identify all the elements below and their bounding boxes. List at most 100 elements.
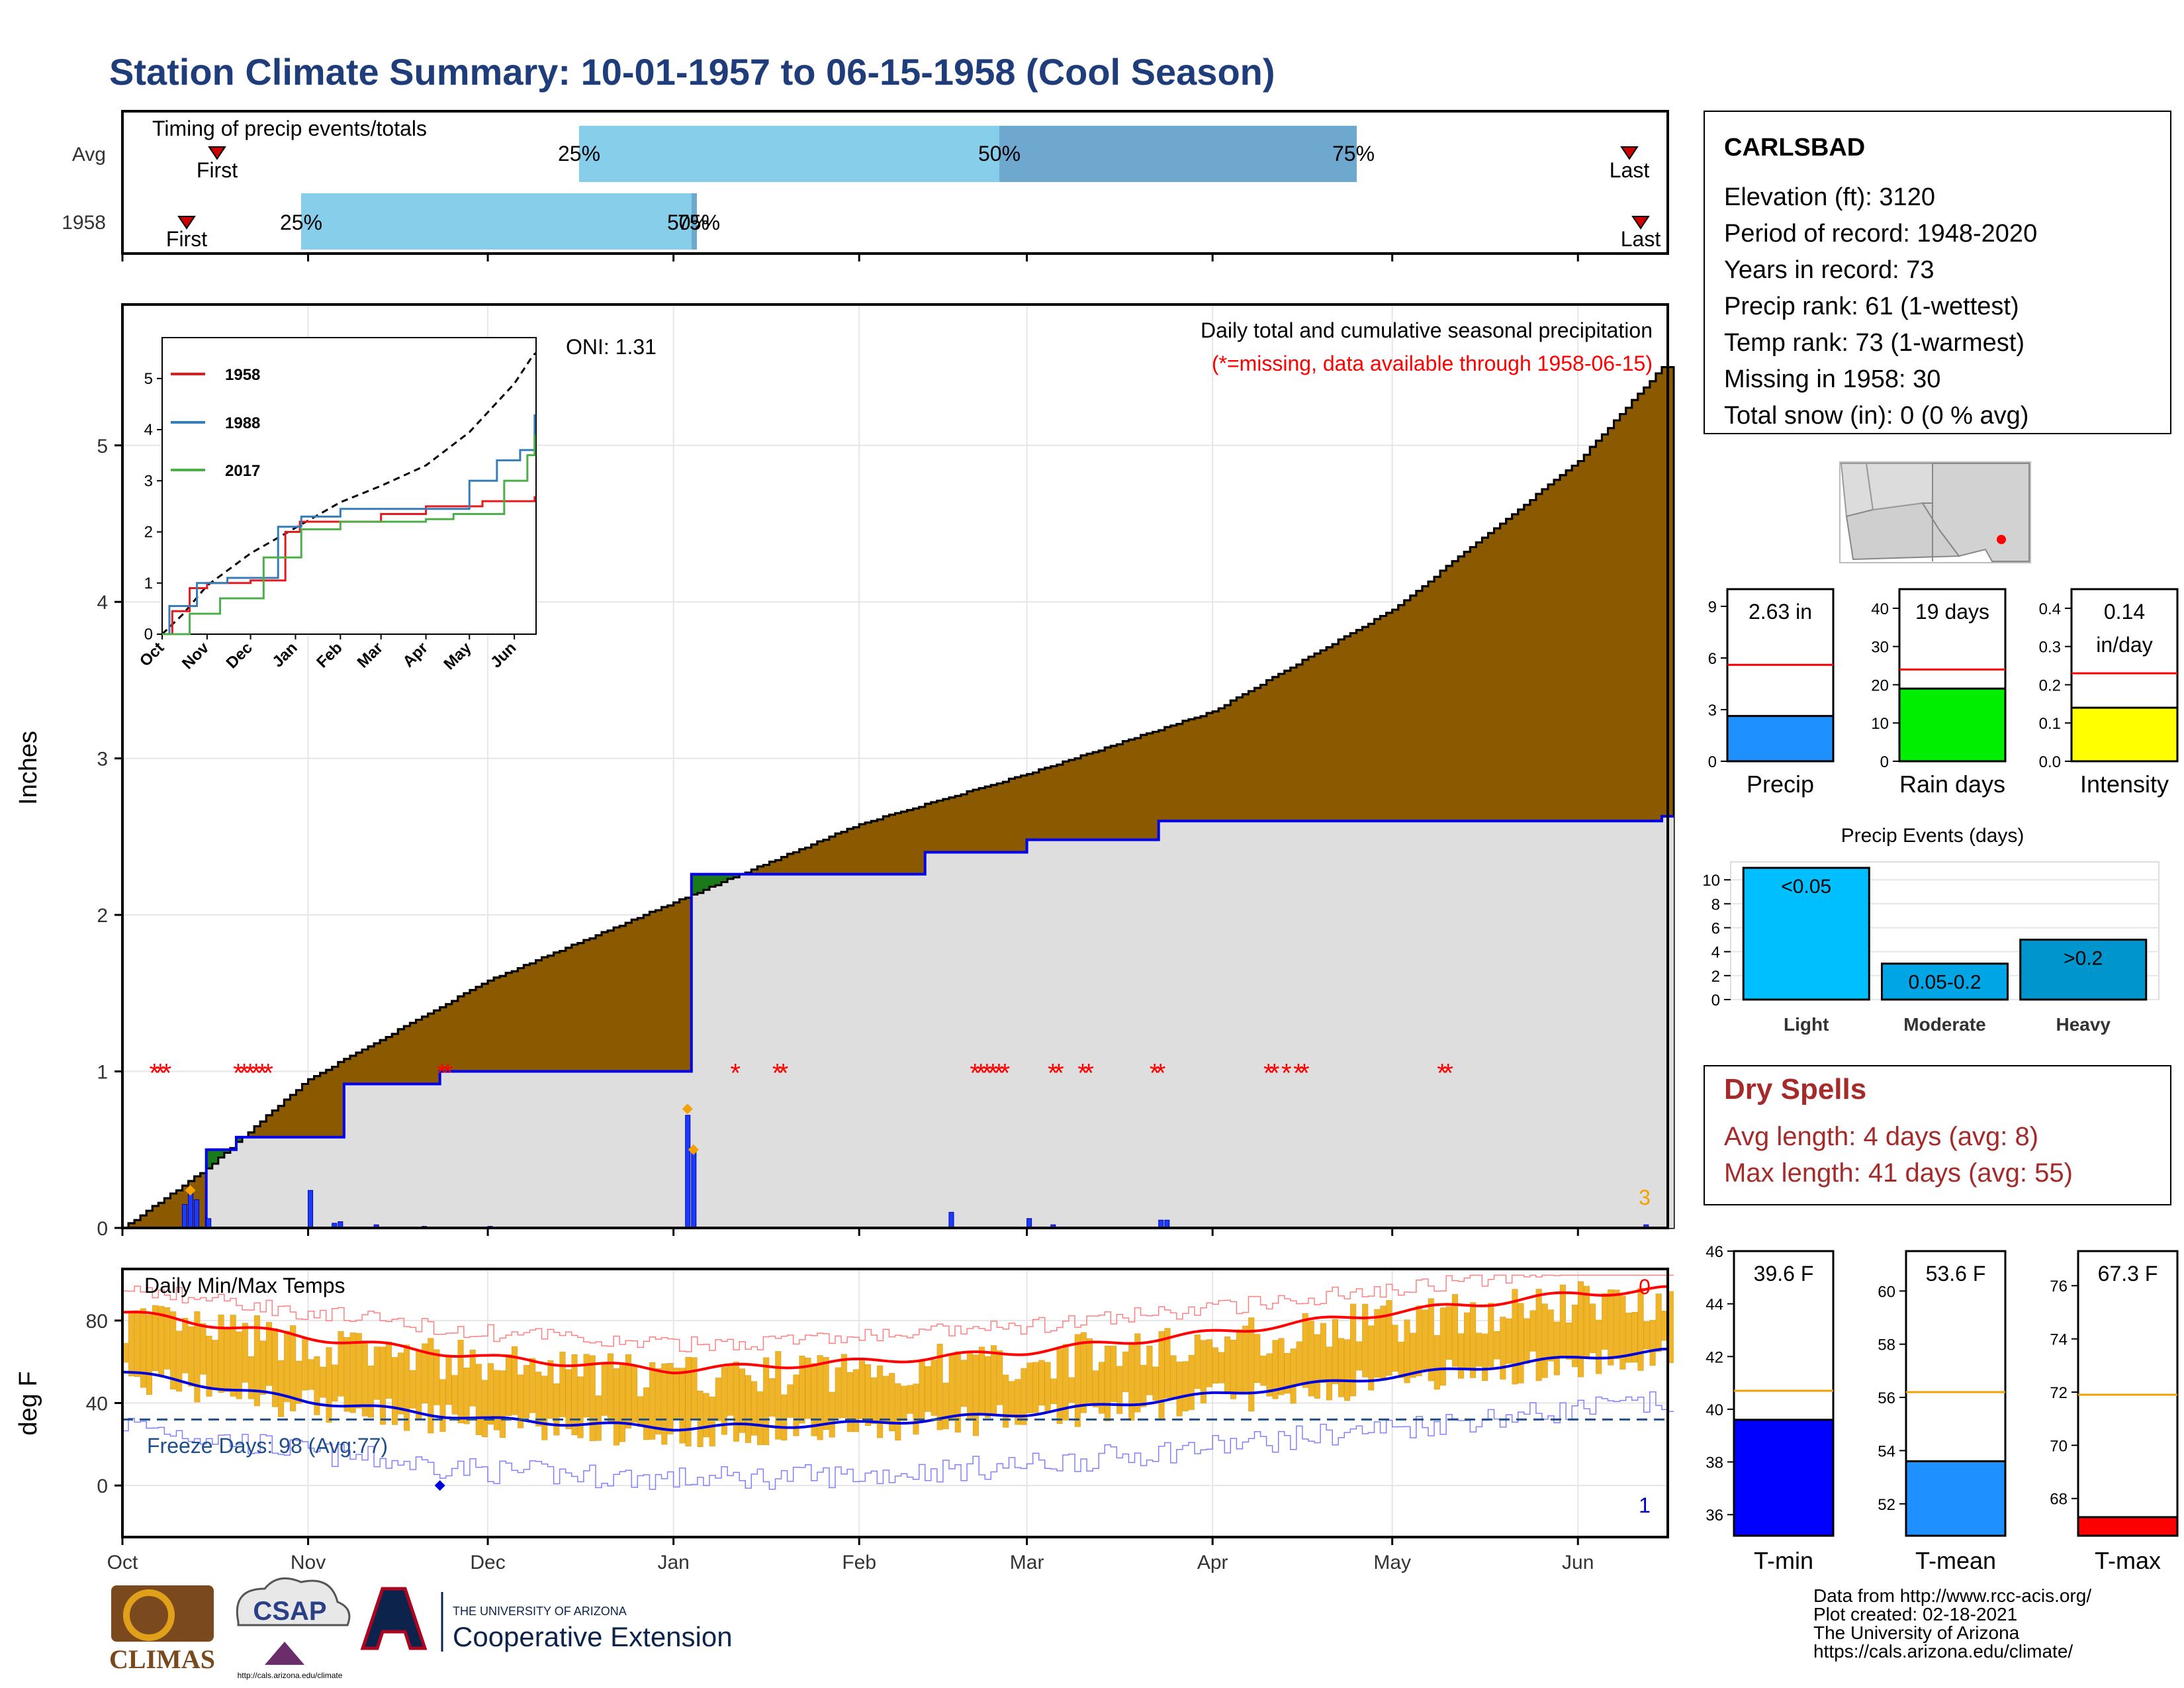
csap-logo-text: CSAP: [253, 1597, 326, 1626]
timing-1958-first-marker: [177, 216, 196, 230]
temp-title: Daily Min/Max Temps: [144, 1274, 345, 1297]
daily-temp-bar: [1188, 1354, 1195, 1410]
mini-ytick-label-2-0: 0.0: [2039, 753, 2061, 771]
missing-data-marker-12: *: [772, 1059, 783, 1088]
missing-data-marker-27: *: [1269, 1059, 1280, 1088]
location-map: [1839, 461, 2031, 563]
events-category-moderate: Moderate: [1903, 1014, 1985, 1035]
daily-temp-bar: [1152, 1366, 1159, 1401]
daily-temp-bar: [1009, 1381, 1015, 1417]
daily-temp-bar: [1332, 1319, 1338, 1384]
daily-temp-bar: [1614, 1289, 1620, 1359]
tbar-1: [1905, 1460, 2007, 1537]
daily-temp-bar: [1506, 1318, 1512, 1364]
daily-temp-bar: [535, 1372, 542, 1427]
climas-logo-swirl: [123, 1589, 175, 1641]
daily-temp-bar: [439, 1379, 446, 1432]
inset-frame: [161, 337, 537, 635]
daily-temp-bar: [1344, 1339, 1351, 1401]
daily-temp-bar: [907, 1385, 913, 1414]
daily-temp-bar: [290, 1325, 296, 1411]
events-ytick-label-4: 8: [1711, 896, 1720, 914]
daily-temp-bar: [1032, 1362, 1039, 1413]
daily-temp-bar: [997, 1350, 1003, 1405]
daily-temp-bar: [1056, 1348, 1063, 1424]
daily-temp-bar: [811, 1363, 817, 1436]
daily-temp-bar: [583, 1354, 590, 1418]
daily-temp-bar: [1062, 1344, 1069, 1421]
dry-spells-box: Dry Spells Avg length: 4 days (avg: 8) M…: [1704, 1065, 2171, 1205]
mini-bar-0: [1726, 715, 1835, 763]
daily-temp-bar: [1398, 1342, 1404, 1378]
credit-data-source: Data from http://www.rcc-acis.org/: [1813, 1585, 2091, 1606]
daily-temp-bar: [948, 1354, 955, 1421]
daily-temp-bar: [1021, 1368, 1027, 1425]
daily-temp-bar: [846, 1372, 853, 1432]
missing-data-marker-30: *: [1299, 1059, 1310, 1088]
climas-logo-text: CLIMAS: [109, 1644, 215, 1674]
daily-temp-bar: [1392, 1325, 1398, 1372]
daily-temp-bar: [871, 1377, 878, 1425]
daily-temp-bar: [960, 1360, 967, 1407]
inset-ytick-label-5: 5: [144, 370, 153, 388]
daily-precip-bar-11: [691, 1149, 697, 1229]
daily-temp-bar: [518, 1374, 524, 1429]
year-cumulative-line: [122, 815, 1674, 1229]
csap-logo: CSAP http://cals.arizona.edu/climate: [236, 1577, 351, 1680]
daily-temp-bar: [673, 1368, 680, 1419]
daily-temp-bar: [194, 1311, 201, 1403]
daily-temp-bar: [1518, 1303, 1524, 1383]
above-average-segment: [709, 874, 716, 887]
daily-precip-bar-13: [1026, 1218, 1032, 1229]
daily-temp-bar: [1410, 1333, 1416, 1378]
tbar-ytick-label-1-0: 52: [1878, 1496, 1895, 1514]
daily-temp-bar: [877, 1365, 884, 1438]
timing-1958-last-marker: [1631, 216, 1650, 230]
station-line-1: Period of record: 1948-2020: [1724, 220, 2037, 248]
daily-temp-bar: [1290, 1348, 1297, 1404]
timing-label: Timing of precip events/totals: [152, 117, 427, 140]
tbar-ytick-label-0-3: 42: [1706, 1348, 1723, 1366]
above-average-segment: [691, 874, 698, 895]
daily-precip-bar-0: [182, 1204, 188, 1229]
avg-cumulative-line: [122, 366, 1674, 1229]
mini-ytick-label-0-3: 9: [1708, 598, 1717, 616]
inset-ytick-label-3: 3: [144, 472, 153, 490]
daily-temp-bar: [1111, 1346, 1117, 1402]
daily-temp-bar: [667, 1363, 674, 1434]
mini-ytick-label-2-1: 0.1: [2039, 715, 2061, 733]
oni-label: ONI: 1.31: [566, 335, 657, 359]
events-bar-label-0: <0.05: [1781, 876, 1831, 898]
daily-temp-bar: [416, 1350, 422, 1419]
station-info-box: CARLSBAD Elevation (ft): 3120 Period of r…: [1704, 111, 2171, 434]
daily-temp-bar: [1284, 1353, 1291, 1394]
daily-temp-bar: [1608, 1289, 1614, 1366]
daily-temp-bar: [355, 1333, 362, 1409]
mini-label-1: Rain days: [1899, 771, 2005, 798]
inset-series-line-1: [162, 414, 536, 635]
precip-ytick-label-5: 5: [97, 436, 108, 457]
daily-temp-bar: [1044, 1362, 1051, 1412]
daily-temp-bar: [679, 1368, 686, 1444]
above-average-segment: [206, 1149, 213, 1169]
daily-temp-bar: [745, 1375, 752, 1443]
daily-temp-bar: [685, 1356, 692, 1447]
tbar-ytick-label-0-5: 46: [1706, 1243, 1723, 1261]
daily-temp-bar: [991, 1345, 997, 1415]
above-average-segment: [727, 874, 734, 879]
above-average-segment: [236, 1137, 243, 1142]
record-low-line: [122, 1391, 1674, 1490]
daily-temp-bar: [1092, 1370, 1099, 1407]
missing-data-marker-1: *: [156, 1059, 166, 1088]
daily-temp-bar: [1386, 1300, 1392, 1376]
daily-temp-bar: [463, 1368, 470, 1425]
missing-data-marker-20: *: [1048, 1059, 1058, 1088]
daily-temp-bar: [1140, 1365, 1147, 1407]
daily-temp-bar: [1356, 1341, 1363, 1371]
daily-temp-bar: [1457, 1333, 1465, 1379]
daily-temp-bar: [1374, 1309, 1381, 1378]
daily-temp-bar: [1470, 1302, 1477, 1378]
station-line-6: Total snow (in): 0 (0 % avg): [1724, 402, 2028, 430]
inset-legend-1988: 1988: [225, 414, 260, 432]
